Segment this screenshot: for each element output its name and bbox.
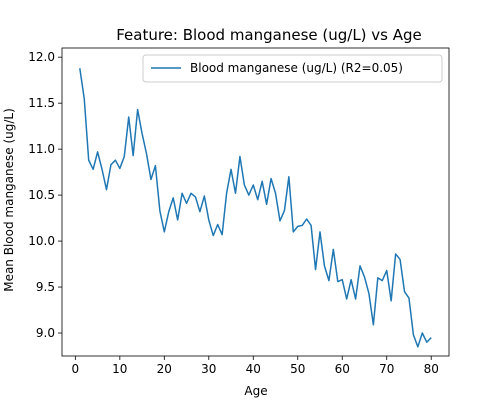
- y-tick-label: 9.0: [36, 326, 55, 340]
- x-tick-label: 60: [335, 362, 350, 376]
- y-tick-label: 12.0: [28, 50, 55, 64]
- x-tick-label: 40: [246, 362, 261, 376]
- axes-frame: [61, 47, 450, 357]
- y-tick-label: 9.5: [36, 280, 55, 294]
- x-tick-label: 30: [201, 362, 216, 376]
- y-tick-label: 11.5: [28, 96, 55, 110]
- legend-frame: [142, 54, 443, 83]
- x-tick-label: 70: [379, 362, 394, 376]
- y-axis-title: Mean Blood manganese (ug/L): [2, 108, 16, 292]
- x-tick-label: 0: [72, 362, 80, 376]
- legend-label: Blood manganese (ug/L) (R2=0.05): [190, 61, 403, 75]
- chart-title: Feature: Blood manganese (ug/L) vs Age: [116, 26, 422, 44]
- x-axis-title: Age: [244, 384, 267, 398]
- x-tick-label: 20: [157, 362, 172, 376]
- y-tick-label: 10.5: [28, 188, 55, 202]
- x-tick-label: 50: [290, 362, 305, 376]
- y-tick-label: 11.0: [28, 142, 55, 156]
- series-line: [79, 68, 432, 348]
- legend: Blood manganese (ug/L) (R2=0.05): [142, 54, 443, 83]
- y-tick-label: 10.0: [28, 234, 55, 248]
- plot-area: 0 10 20 30 40 50 60 70 80 9.0 9.5 10.0 10.5 11.0 11.5 1…: [28, 47, 450, 376]
- x-tick-label: 80: [424, 362, 439, 376]
- x-tick-label: 10: [112, 362, 127, 376]
